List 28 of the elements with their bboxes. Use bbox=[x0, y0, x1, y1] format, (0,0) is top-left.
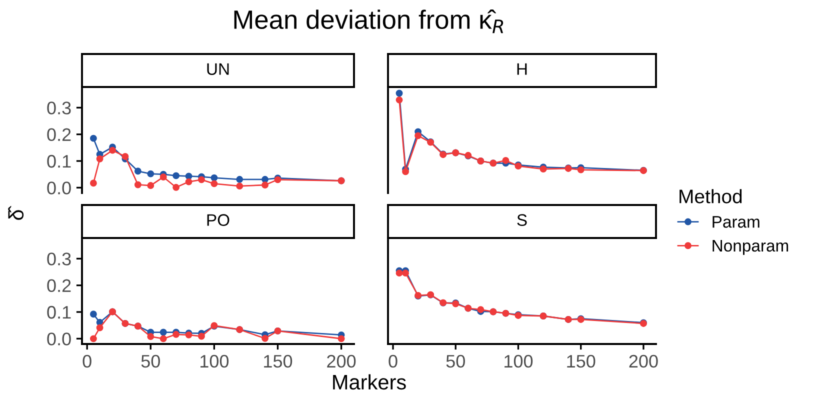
text: Mean deviation from κ̂$_{R}$ bbox=[234, 10, 504, 34]
x-tick-label: 0 bbox=[388, 354, 398, 368]
y-axis-title: δ̂ bbox=[8, 206, 24, 220]
y-tick-label: 0.0 bbox=[47, 332, 71, 346]
x-tick-label: 0 bbox=[82, 354, 92, 368]
y-tick-label: 0.3 bbox=[47, 102, 71, 114]
y-tick-label: 0.2 bbox=[47, 279, 71, 292]
x-tick-label: 200 bbox=[327, 354, 356, 368]
x-tick-label: 100 bbox=[200, 354, 229, 368]
chart-title: S bbox=[517, 214, 527, 226]
chart-title: PO bbox=[207, 214, 230, 226]
chart-title: UN bbox=[207, 63, 229, 75]
x-tick-label: 150 bbox=[567, 354, 596, 368]
x-tick-label: 50 bbox=[446, 354, 465, 368]
legend-label: Param bbox=[712, 216, 760, 228]
y-tick-label: 0.3 bbox=[47, 252, 71, 266]
y-tick-label: 0.2 bbox=[47, 128, 71, 142]
x-tick-label: 50 bbox=[141, 354, 160, 368]
x-tick-label: 150 bbox=[264, 354, 292, 368]
x-axis-title: Markers bbox=[333, 374, 406, 390]
y-tick-label: 0.1 bbox=[47, 154, 71, 168]
legend-label: Nonparam bbox=[712, 240, 788, 255]
x-tick-label: 100 bbox=[504, 354, 533, 368]
legend-title: Method bbox=[680, 189, 742, 204]
chart-title: H bbox=[517, 63, 527, 75]
y-tick-label: 0.0 bbox=[47, 182, 71, 194]
x-tick-label: 200 bbox=[629, 354, 658, 368]
y-tick-label: 0.1 bbox=[47, 306, 71, 319]
